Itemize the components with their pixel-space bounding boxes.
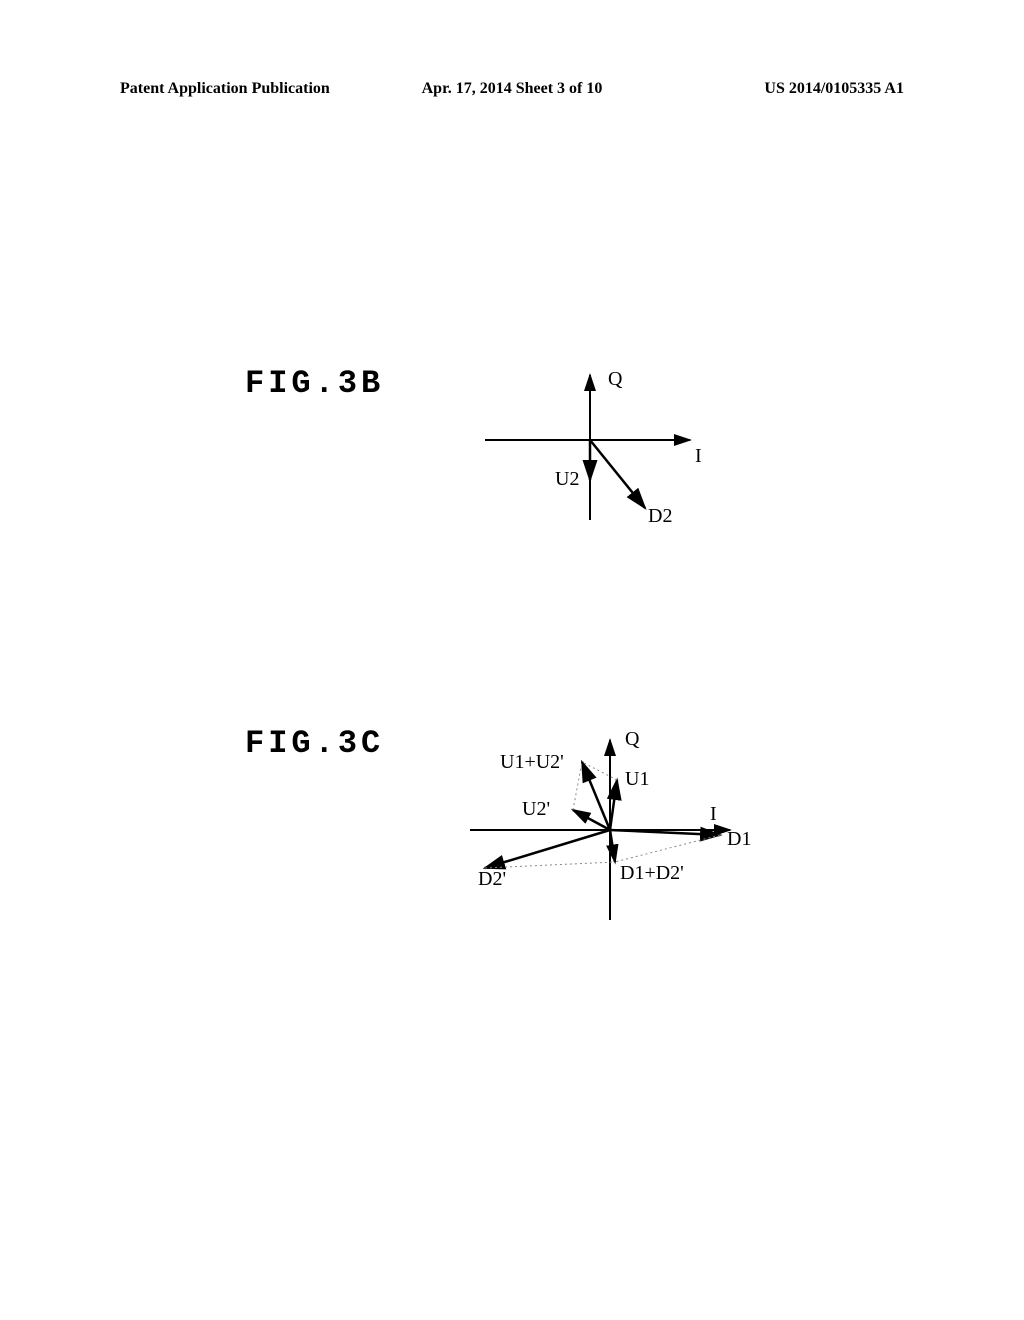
- d2-vector: [590, 440, 645, 508]
- i-axis-label-3c: I: [710, 803, 717, 826]
- fig3c-label: FIG.3C: [245, 725, 384, 762]
- header-date-sheet: Apr. 17, 2014 Sheet 3 of 10: [381, 80, 642, 98]
- q-axis-label-3c: Q: [625, 728, 639, 751]
- fig3b-label: FIG.3B: [245, 365, 384, 402]
- d2p-label: D2': [478, 868, 506, 891]
- fig3c-diagram: Q I U1+U2' U1 U2' D1 D2' D1+D2': [370, 700, 790, 980]
- dotted2: [573, 762, 582, 810]
- u1u2p-label: U1+U2': [500, 751, 564, 774]
- d1-label: D1: [727, 828, 751, 851]
- u1-vector: [610, 780, 617, 830]
- header-publication: Patent Application Publication: [120, 80, 381, 98]
- fig3b-diagram: Q I U2 D2: [430, 340, 750, 600]
- u1u2p-vector: [582, 762, 610, 830]
- u2p-vector: [573, 810, 610, 830]
- fig3b-svg: [430, 340, 750, 600]
- u1-label: U1: [625, 768, 649, 791]
- header-number: US 2014/0105335 A1: [643, 80, 904, 98]
- dotted3: [615, 835, 720, 862]
- d1d2p-label: D1+D2': [620, 862, 684, 885]
- d2-label: D2: [648, 505, 672, 528]
- u2p-label: U2': [522, 798, 550, 821]
- u2-label: U2: [555, 468, 579, 491]
- d2p-vector: [485, 830, 610, 868]
- q-axis-label: Q: [608, 368, 622, 391]
- i-axis-label: I: [695, 445, 702, 468]
- page-header: Patent Application Publication Apr. 17, …: [0, 80, 1024, 98]
